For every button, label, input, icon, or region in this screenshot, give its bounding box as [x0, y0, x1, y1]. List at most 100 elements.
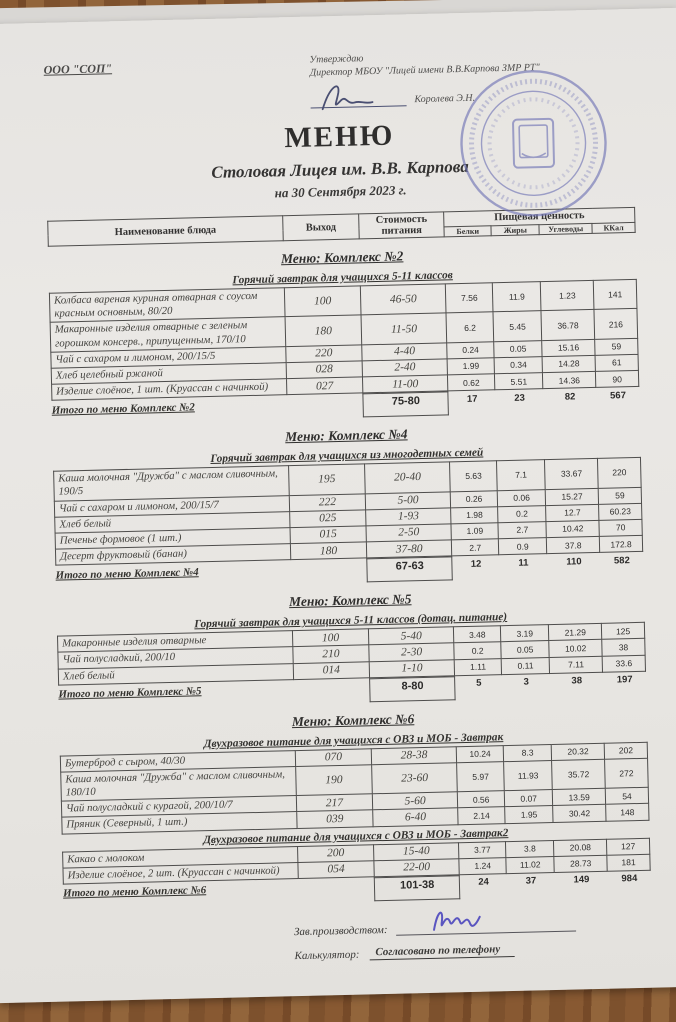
menu-document: ООО "СОП" Утверждаю Директор МБОУ "Лицей… [0, 7, 676, 1004]
fat-cell: 3.8 [505, 840, 555, 858]
total-protein: 5 [476, 677, 482, 690]
fat-cell: 11.02 [506, 856, 555, 874]
kcal-cell: 59 [598, 486, 642, 505]
document-footer: Зав.производством: Калькулятор: Согласов… [64, 905, 653, 968]
manager-label: Зав.производством: [293, 923, 388, 939]
portion-cell: 200 [297, 844, 374, 863]
fat-cell: 5.45 [493, 311, 542, 342]
portion-cell: 025 [289, 509, 367, 528]
calculator-row: Калькулятор: Согласовано по телефону [294, 940, 652, 962]
kcal-cell: 54 [605, 787, 649, 805]
cost-cell: 20-40 [364, 462, 451, 494]
col-header-out: Выход [282, 213, 360, 241]
total-fat: 11 [518, 557, 529, 569]
col-header-cost: Стоимость питания [358, 211, 445, 239]
carbs-cell: 21.29 [548, 623, 602, 641]
menu-block: Меню: Комплекс №5 Горячий завтрак для уча… [56, 586, 646, 709]
protein-cell: 2.14 [457, 807, 506, 825]
kcal-cell: 127 [606, 837, 650, 856]
total-kcal: 582 [613, 554, 630, 567]
fat-cell: 0.9 [498, 537, 547, 555]
fat-cell: 5.51 [494, 372, 544, 390]
cost-cell: 22-00 [373, 858, 460, 877]
fat-cell: 0.11 [501, 657, 550, 675]
cost-cell: 46-50 [360, 283, 447, 316]
total-protein: 12 [470, 558, 482, 570]
menu-table: Каша молочная "Дружба" с маслом сливочны… [53, 457, 643, 566]
menu-sections: Меню: Комплекс №2 Горячий завтрак для уча… [48, 243, 651, 909]
fat-cell: 3.19 [500, 624, 550, 643]
fat-cell: 0.06 [497, 489, 546, 507]
protein-cell: 7.56 [445, 282, 494, 314]
cost-cell: 11-00 [362, 374, 449, 394]
cost-cell: 1-10 [369, 659, 455, 678]
menu-table: Колбаса вареная куриная отварная с соусо… [49, 279, 639, 401]
carbs-cell: 20.08 [553, 838, 607, 857]
carbs-cell: 14.36 [542, 371, 596, 389]
protein-cell: 5.63 [449, 460, 498, 492]
protein-cell: 1.11 [454, 658, 502, 676]
kcal-cell: 202 [604, 742, 648, 760]
kcal-cell: 61 [595, 354, 639, 372]
fat-cell: 0.2 [497, 505, 547, 523]
cost-cell: 2-30 [368, 643, 455, 662]
protein-cell: 3.48 [453, 625, 501, 644]
carbs-cell: 30.42 [552, 804, 607, 823]
protein-cell: 0.24 [446, 341, 495, 359]
cost-cell: 23-60 [371, 762, 458, 795]
fat-cell: 1.95 [504, 805, 554, 824]
director-signature-icon [321, 85, 374, 111]
protein-cell: 1.09 [451, 522, 499, 540]
cost-cell: 4-40 [361, 342, 448, 361]
portion-cell: 070 [295, 748, 372, 767]
cost-cell: 2-50 [366, 523, 452, 542]
director-signature-rule [310, 79, 407, 111]
cost-cell: 1-93 [365, 507, 452, 526]
protein-cell: 1.99 [447, 357, 495, 375]
kcal-cell: 33.6 [602, 654, 646, 673]
carbs-cell: 13.59 [552, 788, 606, 806]
cost-cell: 5-60 [372, 792, 458, 811]
carbs-cell: 7.11 [549, 655, 603, 674]
menu-block: Меню: Комплекс №4 Горячий завтрак для уча… [52, 421, 643, 590]
portion-cell: 210 [292, 645, 370, 664]
portion-cell: 190 [295, 764, 373, 796]
fat-cell: 2.7 [498, 521, 547, 539]
total-cost: 101-38 [374, 875, 461, 901]
total-kcal: 567 [609, 389, 627, 402]
total-protein: 24 [478, 877, 489, 889]
col-header-kcal: ККал [592, 222, 636, 234]
portion-cell: 028 [285, 360, 363, 379]
kcal-cell: 148 [605, 803, 649, 821]
cost-cell: 2-40 [362, 358, 448, 377]
cost-cell: 5-40 [368, 627, 454, 646]
carbs-cell: 28.73 [554, 855, 608, 873]
portion-cell: 180 [290, 541, 367, 560]
kcal-cell: 60.23 [598, 503, 642, 521]
total-carbs: 38 [571, 675, 583, 687]
total-kcal: 197 [616, 674, 633, 686]
protein-cell: 0.26 [450, 490, 498, 508]
carbs-cell: 33.67 [544, 458, 599, 490]
fat-cell: 11.9 [492, 281, 542, 313]
kcal-cell: 141 [593, 279, 637, 310]
kcal-cell: 216 [594, 308, 638, 340]
protein-cell: 2.7 [451, 538, 499, 557]
portion-cell: 217 [296, 794, 373, 812]
portion-cell: 222 [289, 493, 366, 512]
col-header-dish: Наименование блюда [47, 215, 284, 247]
portion-cell: 100 [284, 285, 362, 318]
fat-cell: 0.34 [494, 356, 543, 374]
portion-cell: 180 [284, 315, 362, 347]
approval-signature-line: Королева Э.Н. [310, 75, 591, 111]
manager-signature-icon [432, 911, 481, 931]
total-carbs: 82 [564, 391, 576, 403]
carbs-cell: 10.42 [546, 520, 600, 538]
kcal-cell: 38 [601, 638, 646, 656]
carbs-cell: 15.16 [541, 339, 596, 357]
manager-signature-row: Зав.производством: [294, 905, 652, 938]
menu-block: Меню: Комплекс №6 Двухразовое питание для… [59, 706, 651, 909]
kcal-cell: 220 [597, 457, 642, 488]
total-carbs: 149 [573, 874, 590, 887]
kcal-cell: 181 [606, 854, 651, 872]
